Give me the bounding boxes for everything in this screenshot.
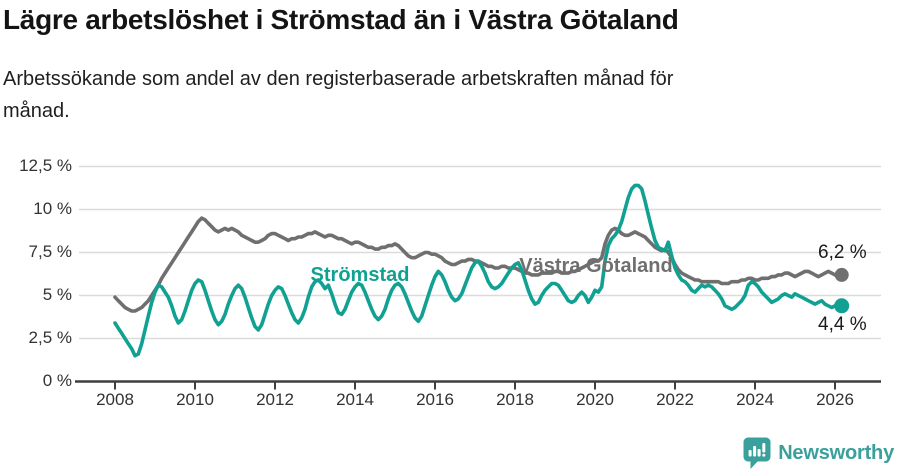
x-tick-label: 2010: [176, 390, 214, 409]
x-tick-label: 2026: [816, 390, 854, 409]
y-tick-label: 0 %: [42, 370, 72, 390]
y-tick-label: 10 %: [33, 198, 72, 218]
x-tick-label: 2008: [96, 390, 134, 409]
end-dot-v-stra-g-taland: [834, 267, 849, 282]
subtitle-line-1: Arbetssökande som andel av den registerb…: [3, 68, 674, 90]
newsworthy-wordmark: Newsworthy: [778, 441, 894, 464]
line-str-mstad: [113, 183, 844, 358]
page-title: Lägre arbetslöshet i Strömstad än i Väst…: [3, 4, 679, 35]
newsworthy-logo[interactable]: Newsworthy: [743, 436, 894, 470]
y-tick-label: 5 %: [42, 284, 72, 304]
series-label-stromstad: Strömstad: [310, 264, 410, 286]
y-tick-label: 12,5 %: [19, 155, 72, 175]
line-v-stra-g-taland: [113, 216, 844, 313]
end-dot-str-mstad: [834, 298, 850, 314]
y-tick-label: 7,5 %: [28, 241, 72, 261]
x-tick-label: 2024: [736, 390, 774, 409]
x-tick-label: 2012: [256, 390, 294, 409]
series-label-vastra-gotaland: Västra Götaland: [519, 255, 673, 277]
y-tick-label: 2,5 %: [28, 327, 72, 347]
x-tick-label: 2020: [576, 390, 614, 409]
chart-subtitle: Arbetssökande som andel av den registerb…: [3, 63, 873, 127]
x-tick-label: 2014: [336, 390, 374, 409]
x-tick-label: 2018: [496, 390, 534, 409]
x-tick-label: 2022: [656, 390, 694, 409]
x-tick-label: 2016: [416, 390, 454, 409]
subtitle-line-2: månad.: [3, 100, 70, 122]
end-value-stromstad: 4,4 %: [818, 314, 867, 335]
end-value-vastra-gotaland: 6,2 %: [818, 242, 867, 263]
newsworthy-bubble-icon: [743, 437, 771, 469]
